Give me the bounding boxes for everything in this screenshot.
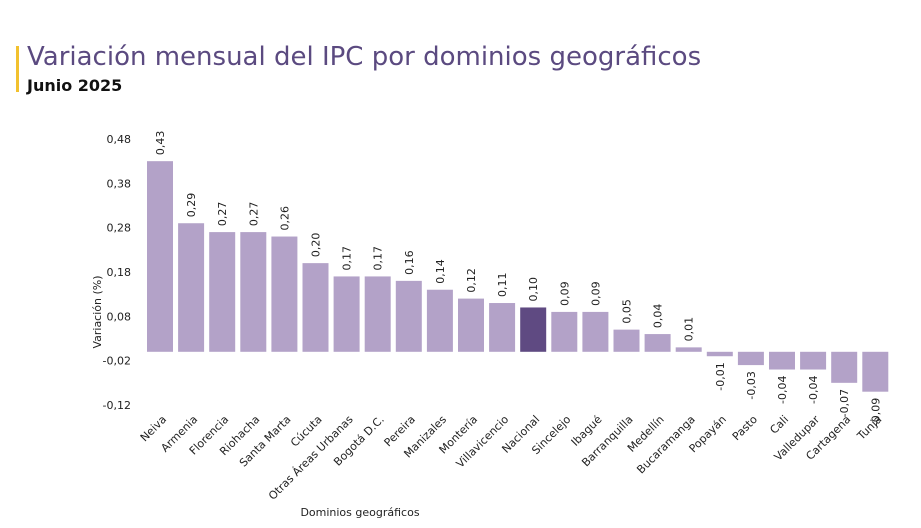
data-label: 0,11 (496, 273, 509, 297)
data-label: 0,27 (247, 202, 260, 227)
data-label: 0,14 (434, 259, 447, 284)
bar (240, 232, 267, 352)
category-label: Pasto (730, 413, 760, 443)
data-label: 0,17 (372, 246, 385, 271)
bar (520, 307, 547, 352)
data-label: -0,09 (869, 398, 882, 426)
y-tick-label: 0,38 (107, 177, 132, 190)
data-label: -0,07 (838, 389, 851, 417)
bar (426, 289, 453, 352)
bar (706, 351, 733, 357)
data-label: 0,16 (403, 250, 416, 275)
chart-subtitle: Junio 2025 (27, 76, 123, 95)
bar (737, 351, 764, 366)
data-label: 0,20 (310, 233, 323, 258)
y-tick-label: 0,48 (107, 133, 132, 146)
data-label: -0,03 (745, 371, 758, 399)
bar (862, 351, 889, 392)
data-labels: 0,43 0,29 0,27 0,27 0,26 0,20 0,17 0,17 0,16 0,14… (154, 131, 882, 427)
data-label: -0,04 (807, 376, 820, 404)
data-label: 0,26 (278, 206, 291, 231)
data-label: 0,29 (185, 193, 198, 218)
y-tick-label: -0,12 (103, 399, 131, 412)
bar (333, 276, 360, 352)
category-label: Cali (767, 413, 791, 437)
bar (831, 351, 858, 383)
data-label: 0,17 (341, 246, 354, 271)
y-axis-title: Variación (%) (91, 275, 104, 348)
chart-title: Variación mensual del IPC por dominios g… (27, 42, 702, 72)
data-label: 0,27 (216, 202, 229, 227)
bar (769, 351, 795, 370)
data-label: -0,01 (714, 362, 727, 390)
bar (395, 280, 422, 352)
data-label: 0,05 (621, 299, 634, 324)
bar (147, 161, 173, 352)
bar (458, 298, 484, 352)
bar (302, 263, 329, 352)
data-label: 0,43 (154, 131, 167, 156)
data-label: 0,09 (589, 281, 602, 306)
bars (147, 161, 889, 392)
bar (209, 232, 236, 352)
bar (800, 351, 827, 370)
x-axis-title: Dominios geográficos (300, 506, 419, 519)
data-label: 0,09 (558, 281, 571, 306)
data-label: 0,01 (683, 317, 696, 342)
bar (644, 334, 671, 352)
data-label: 0,12 (465, 268, 478, 293)
data-label: 0,10 (527, 277, 540, 302)
bar (271, 236, 298, 352)
y-tick-label: 0,08 (107, 310, 132, 323)
bar (551, 311, 578, 352)
data-label: 0,04 (652, 304, 665, 329)
y-tick-label: -0,02 (103, 355, 131, 368)
title-accent-bar (16, 46, 19, 92)
y-tick-label: 0,18 (107, 266, 132, 279)
bar (675, 347, 702, 352)
bar (582, 311, 609, 352)
bar (489, 303, 516, 352)
bar (364, 276, 391, 352)
y-tick-label: 0,28 (107, 222, 132, 235)
y-axis-ticks: 0,48 0,38 0,28 0,18 0,08 -0,02 -0,12 (103, 133, 131, 412)
data-label: -0,04 (776, 376, 789, 404)
bar (178, 223, 205, 352)
bar (613, 329, 640, 352)
